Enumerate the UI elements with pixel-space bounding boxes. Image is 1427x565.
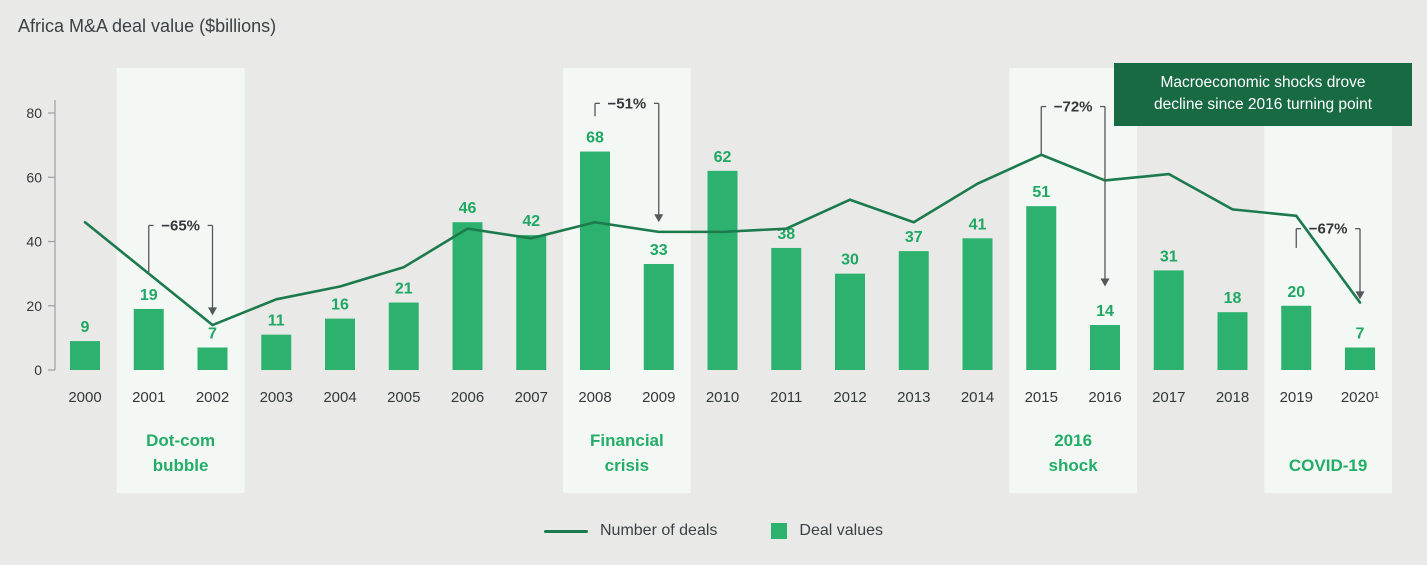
bar-value-label: 42: [522, 213, 540, 230]
y-tick-label: 20: [26, 298, 42, 314]
bar-2013: [898, 251, 929, 370]
bar-value-label: 16: [331, 297, 349, 314]
bar-value-label: 18: [1224, 290, 1242, 307]
bar-2009: [643, 263, 674, 370]
bar-value-label: 20: [1287, 284, 1305, 301]
annotation-label: −51%: [607, 95, 646, 112]
x-tick-label: 2013: [897, 389, 930, 406]
callout: Macroeconomic shocks drove decline since…: [1114, 63, 1412, 126]
x-tick-label: 2016: [1088, 389, 1121, 406]
event-label: Financial: [590, 431, 664, 450]
event-label: COVID-19: [1289, 456, 1367, 475]
square-swatch-icon: [771, 523, 788, 539]
page-title: Africa M&A deal value ($billions): [18, 16, 277, 36]
arrow-down-icon: [1355, 291, 1365, 300]
bar-2007: [516, 235, 547, 370]
bar-2016: [1090, 325, 1120, 370]
bar-value-label: 38: [777, 226, 795, 243]
legend-label-number-of-deals: Number of deals: [600, 522, 718, 539]
x-tick-label: 2004: [323, 389, 356, 406]
event-label: 2016: [1054, 431, 1092, 450]
y-tick-label: 60: [26, 169, 42, 185]
annotation-label: −65%: [161, 217, 200, 234]
bar-value-label: 14: [1096, 303, 1114, 320]
bar-2006: [452, 222, 483, 370]
bar-2000: [70, 341, 100, 370]
bar-value-label: 21: [395, 281, 413, 298]
bar-value-label: 37: [905, 229, 923, 246]
bar-2008: [580, 151, 610, 370]
bar-value-label: 46: [459, 200, 477, 217]
x-tick-label: 2011: [770, 389, 802, 406]
bar-value-label: 19: [140, 287, 158, 304]
bar-2010: [707, 170, 738, 370]
x-tick-label: 2006: [451, 389, 484, 406]
bar-value-label: 11: [268, 313, 285, 330]
annotation-label: −72%: [1054, 99, 1093, 116]
bar-value-label: 7: [1356, 326, 1365, 343]
bar-value-label: 7: [208, 326, 217, 343]
y-tick-label: 0: [34, 362, 42, 378]
event-label: Dot-com: [146, 431, 215, 450]
legend-label-deal-values: Deal values: [799, 522, 883, 539]
bar-value-label: 41: [969, 216, 987, 233]
bar-2005: [388, 302, 419, 370]
x-tick-label: 2001: [132, 389, 165, 406]
event-band: [1264, 68, 1392, 493]
bar-value-label: 31: [1160, 248, 1178, 265]
legend-item-number-of-deals: Number of deals: [544, 522, 717, 540]
x-tick-label: 2003: [260, 389, 293, 406]
bar-2002: [197, 347, 228, 370]
bar-2001: [133, 308, 164, 370]
bar-value-label: 30: [841, 252, 859, 269]
x-tick-label: 2020¹: [1341, 389, 1379, 406]
x-tick-label: 2015: [1025, 389, 1058, 406]
x-tick-label: 2010: [706, 389, 739, 406]
y-tick-label: 40: [26, 234, 42, 250]
bar-value-label: 9: [81, 319, 90, 336]
annotation-label: −67%: [1309, 221, 1348, 238]
bar-value-label: 51: [1032, 184, 1050, 201]
x-tick-label: 2009: [642, 389, 675, 406]
bar-2017: [1153, 270, 1184, 370]
bar-2020¹: [1345, 347, 1375, 370]
arrow-down-icon: [208, 307, 217, 316]
line-swatch-icon: [544, 529, 588, 533]
x-tick-label: 2005: [387, 389, 420, 406]
bar-2003: [261, 334, 292, 370]
bar-value-label: 33: [650, 242, 668, 259]
x-tick-label: 2018: [1216, 389, 1249, 406]
x-tick-label: 2002: [196, 389, 229, 406]
legend-item-deal-values: Deal values: [771, 522, 883, 540]
bar-2012: [835, 273, 865, 370]
number-of-deals-line: [83, 153, 1362, 327]
bar-2019: [1281, 305, 1312, 370]
event-label: shock: [1049, 456, 1099, 475]
bar-2014: [962, 238, 993, 370]
x-tick-label: 2019: [1280, 389, 1313, 406]
event-label: bubble: [153, 456, 209, 475]
x-tick-label: 2000: [68, 389, 101, 406]
bar-2015: [1026, 206, 1057, 370]
y-tick-label: 80: [26, 105, 42, 121]
x-tick-label: 2008: [578, 389, 611, 406]
x-tick-label: 2012: [833, 389, 866, 406]
callout-line-2: decline since 2016 turning point: [1153, 96, 1372, 114]
arrow-down-icon: [1100, 278, 1110, 287]
legend: Number of deals Deal values: [0, 522, 1427, 540]
callout-line-1: Macroeconomic shocks drove: [1160, 74, 1366, 91]
x-tick-label: 2014: [961, 389, 994, 406]
event-band: [116, 68, 245, 493]
event-label: crisis: [605, 456, 649, 475]
bar-2018: [1217, 312, 1248, 370]
bar-2011: [771, 247, 802, 370]
x-tick-label: 2007: [515, 389, 548, 406]
bar-value-label: 62: [714, 149, 732, 166]
x-tick-label: 2017: [1152, 389, 1185, 406]
bar-value-label: 68: [586, 130, 604, 147]
bar-2004: [325, 318, 355, 370]
arrow-down-icon: [654, 214, 664, 223]
